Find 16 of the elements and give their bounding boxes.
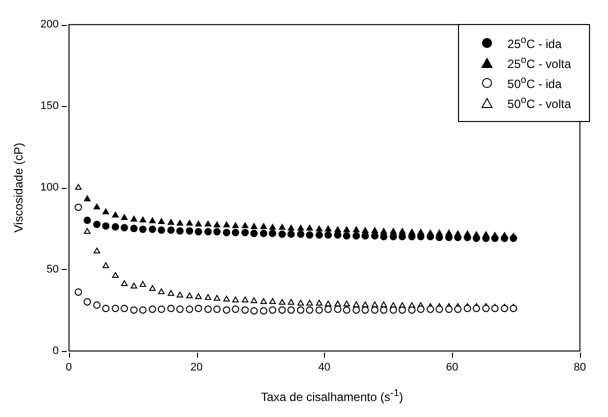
legend-label: 25$^{o}$C - ida (507, 35, 562, 51)
x-axis-title: Taxa de cisalhamento (s$^{-1}$) (260, 388, 404, 404)
legend-label: 50$^{o}$C - volta (507, 95, 571, 111)
y-axis-title: Viscosidade (cP) (12, 142, 26, 233)
x-tick-label: 40 (318, 361, 330, 374)
x-tick-label: 80 (574, 361, 586, 374)
legend-label: 25$^{o}$C - volta (507, 55, 571, 71)
y-tick-label: 200 (40, 18, 59, 31)
y-tick-label: 50 (46, 263, 59, 276)
y-tick-label: 100 (40, 182, 59, 194)
y-tick-label: 0 (52, 344, 59, 357)
x-tick-label: 20 (190, 361, 203, 374)
x-tick-label: 0 (66, 361, 72, 374)
x-tick-label: 60 (446, 361, 458, 374)
legend-label: 50$^{o}$C - ida (507, 75, 562, 91)
y-tick-label: 150 (40, 100, 59, 112)
